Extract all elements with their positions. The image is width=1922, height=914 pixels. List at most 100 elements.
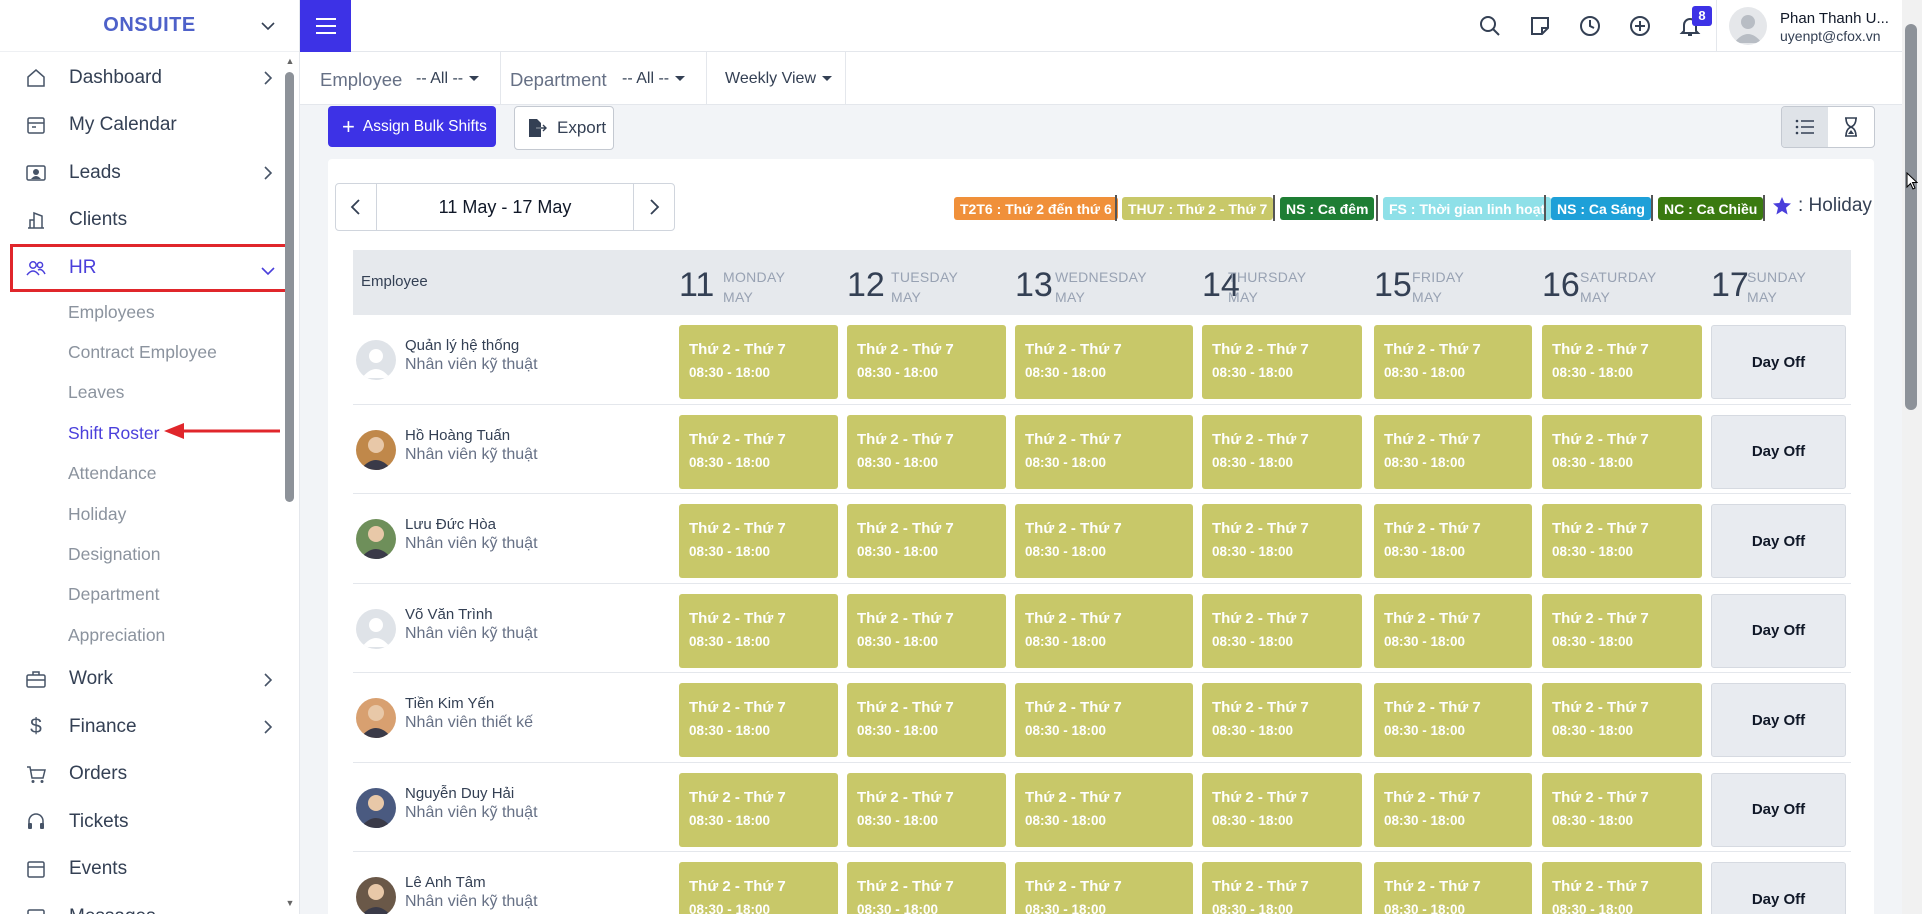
sidebar-item-clients[interactable]: Clients [0, 197, 299, 245]
shift-cell[interactable]: Thứ 2 - Thứ 7 08:30 - 18:00 [1202, 325, 1362, 399]
submenu-item-employees[interactable]: Employees [68, 301, 155, 322]
shift-cell[interactable]: Thứ 2 - Thứ 7 08:30 - 18:00 [1374, 862, 1532, 914]
day-off-cell[interactable]: Day Off [1711, 862, 1846, 914]
day-off-cell[interactable]: Day Off [1711, 593, 1846, 668]
scroll-down-icon[interactable]: ▼ [285, 898, 295, 908]
shift-cell[interactable]: Thứ 2 - Thứ 7 08:30 - 18:00 [1542, 593, 1702, 668]
sidebar-item-messages[interactable]: Messages [0, 893, 299, 914]
employee-name[interactable]: Nguyễn Duy Hải [405, 784, 515, 802]
shift-cell[interactable]: Thứ 2 - Thứ 7 08:30 - 18:00 [1374, 593, 1532, 668]
shift-cell[interactable]: Thứ 2 - Thứ 7 08:30 - 18:00 [847, 862, 1006, 914]
shift-cell[interactable]: Thứ 2 - Thứ 7 08:30 - 18:00 [1542, 325, 1702, 399]
avatar[interactable] [356, 698, 396, 738]
submenu-item-designation[interactable]: Designation [68, 544, 161, 565]
sidebar-item-my-calendar[interactable]: My Calendar [0, 102, 299, 150]
shift-cell[interactable]: Thứ 2 - Thứ 7 08:30 - 18:00 [679, 593, 838, 668]
shift-cell[interactable]: Thứ 2 - Thứ 7 08:30 - 18:00 [679, 325, 838, 399]
shift-cell[interactable]: Thứ 2 - Thứ 7 08:30 - 18:00 [679, 683, 838, 757]
shift-cell[interactable]: Thứ 2 - Thứ 7 08:30 - 18:00 [847, 325, 1006, 399]
sidebar-item-work[interactable]: Work [0, 656, 299, 704]
view-select[interactable]: Weekly View [725, 70, 832, 88]
sidebar-item-orders[interactable]: Orders [0, 751, 299, 799]
employee-name[interactable]: Võ Văn Trình [405, 605, 493, 623]
shift-cell[interactable]: Thứ 2 - Thứ 7 08:30 - 18:00 [1542, 683, 1702, 757]
sidebar-item-events[interactable]: Events [0, 846, 299, 894]
shift-cell[interactable]: Thứ 2 - Thứ 7 08:30 - 18:00 [847, 504, 1006, 578]
chevron-down-icon[interactable] [259, 17, 277, 35]
employee-name[interactable]: Lưu Đức Hòa [405, 516, 496, 533]
shift-cell[interactable]: Thứ 2 - Thứ 7 08:30 - 18:00 [847, 593, 1006, 668]
submenu-item-leaves[interactable]: Leaves [68, 382, 125, 403]
timeline-view-button[interactable] [1828, 107, 1874, 147]
submenu-item-department[interactable]: Department [68, 584, 160, 605]
shift-cell[interactable]: Thứ 2 - Thứ 7 08:30 - 18:00 [1542, 862, 1702, 914]
shift-cell[interactable]: Thứ 2 - Thứ 7 08:30 - 18:00 [1015, 772, 1193, 847]
search-icon[interactable] [1478, 14, 1502, 38]
submenu-item-shift-roster[interactable]: Shift Roster [68, 422, 160, 443]
shift-cell[interactable]: Thứ 2 - Thứ 7 08:30 - 18:00 [1374, 325, 1532, 399]
avatar[interactable] [356, 877, 396, 914]
scroll-up-icon[interactable]: ▲ [285, 56, 295, 66]
employee-name[interactable]: Quản lý hệ thống [405, 337, 520, 354]
employee-filter-select[interactable]: -- All -- [416, 70, 480, 88]
shift-cell[interactable]: Thứ 2 - Thứ 7 08:30 - 18:00 [1374, 504, 1532, 578]
list-view-button[interactable] [1782, 107, 1828, 147]
sidebar-item-dashboard[interactable]: Dashboard [0, 54, 299, 102]
employee-name[interactable]: Lê Anh Tâm [405, 874, 486, 891]
shift-cell[interactable]: Thứ 2 - Thứ 7 08:30 - 18:00 [1542, 772, 1702, 847]
day-off-cell[interactable]: Day Off [1711, 414, 1846, 489]
week-range[interactable]: 11 May - 17 May [376, 184, 634, 230]
shift-cell[interactable]: Thứ 2 - Thứ 7 08:30 - 18:00 [1374, 414, 1532, 489]
submenu-item-appreciation[interactable]: Appreciation [68, 624, 166, 645]
shift-cell[interactable]: Thứ 2 - Thứ 7 08:30 - 18:00 [679, 414, 838, 489]
day-off-cell[interactable]: Day Off [1711, 683, 1846, 757]
shift-cell[interactable]: Thứ 2 - Thứ 7 08:30 - 18:00 [847, 772, 1006, 847]
shift-cell[interactable]: Thứ 2 - Thứ 7 08:30 - 18:00 [679, 772, 838, 847]
sidebar-item-hr[interactable]: HR [10, 244, 289, 292]
shift-cell[interactable]: Thứ 2 - Thứ 7 08:30 - 18:00 [1202, 772, 1362, 847]
shift-cell[interactable]: Thứ 2 - Thứ 7 08:30 - 18:00 [1015, 504, 1193, 578]
avatar[interactable] [356, 787, 396, 828]
menu-toggle-button[interactable] [300, 0, 351, 52]
avatar[interactable] [356, 340, 396, 380]
shift-cell[interactable]: Thứ 2 - Thứ 7 08:30 - 18:00 [1374, 772, 1532, 847]
previous-week-button[interactable] [336, 184, 376, 230]
day-off-cell[interactable]: Day Off [1711, 325, 1846, 399]
shift-cell[interactable]: Thứ 2 - Thứ 7 08:30 - 18:00 [1542, 414, 1702, 489]
export-button[interactable]: Export [514, 106, 614, 150]
shift-cell[interactable]: Thứ 2 - Thứ 7 08:30 - 18:00 [1015, 862, 1193, 914]
add-circle-icon[interactable] [1628, 14, 1652, 38]
page-scrollbar-thumb[interactable] [1905, 24, 1917, 410]
shift-cell[interactable]: Thứ 2 - Thứ 7 08:30 - 18:00 [1202, 414, 1362, 489]
shift-cell[interactable]: Thứ 2 - Thứ 7 08:30 - 18:00 [1015, 683, 1193, 757]
shift-cell[interactable]: Thứ 2 - Thứ 7 08:30 - 18:00 [1374, 683, 1532, 757]
shift-cell[interactable]: Thứ 2 - Thứ 7 08:30 - 18:00 [1202, 593, 1362, 668]
sidebar-item-tickets[interactable]: Tickets [0, 798, 299, 846]
submenu-item-contract-employee[interactable]: Contract Employee [68, 342, 217, 363]
day-off-cell[interactable]: Day Off [1711, 504, 1846, 578]
shift-cell[interactable]: Thứ 2 - Thứ 7 08:30 - 18:00 [847, 683, 1006, 757]
sidebar-scrollbar-thumb[interactable] [285, 72, 294, 502]
avatar[interactable] [356, 429, 396, 470]
clock-icon[interactable] [1578, 14, 1602, 38]
shift-cell[interactable]: Thứ 2 - Thứ 7 08:30 - 18:00 [1542, 504, 1702, 578]
shift-cell[interactable]: Thứ 2 - Thứ 7 08:30 - 18:00 [1202, 683, 1362, 757]
shift-cell[interactable]: Thứ 2 - Thứ 7 08:30 - 18:00 [1015, 325, 1193, 399]
shift-cell[interactable]: Thứ 2 - Thứ 7 08:30 - 18:00 [1015, 414, 1193, 489]
next-week-button[interactable] [634, 184, 674, 230]
avatar[interactable] [1729, 7, 1767, 45]
shift-cell[interactable]: Thứ 2 - Thứ 7 08:30 - 18:00 [1202, 862, 1362, 914]
sidebar-item-finance[interactable]: $ Finance [0, 703, 299, 751]
sticky-note-icon[interactable] [1528, 14, 1552, 38]
avatar[interactable] [356, 608, 396, 649]
shift-cell[interactable]: Thứ 2 - Thứ 7 08:30 - 18:00 [679, 862, 838, 914]
department-filter-select[interactable]: -- All -- [622, 70, 686, 88]
shift-cell[interactable]: Thứ 2 - Thứ 7 08:30 - 18:00 [1015, 593, 1193, 668]
sidebar-item-leads[interactable]: Leads [0, 149, 299, 197]
day-off-cell[interactable]: Day Off [1711, 772, 1846, 847]
employee-name[interactable]: Tiền Kim Yến [405, 695, 495, 712]
user-name[interactable]: Phan Thanh U... [1780, 10, 1889, 27]
submenu-item-attendance[interactable]: Attendance [68, 463, 157, 484]
shift-cell[interactable]: Thứ 2 - Thứ 7 08:30 - 18:00 [679, 504, 838, 578]
shift-cell[interactable]: Thứ 2 - Thứ 7 08:30 - 18:00 [1202, 504, 1362, 578]
